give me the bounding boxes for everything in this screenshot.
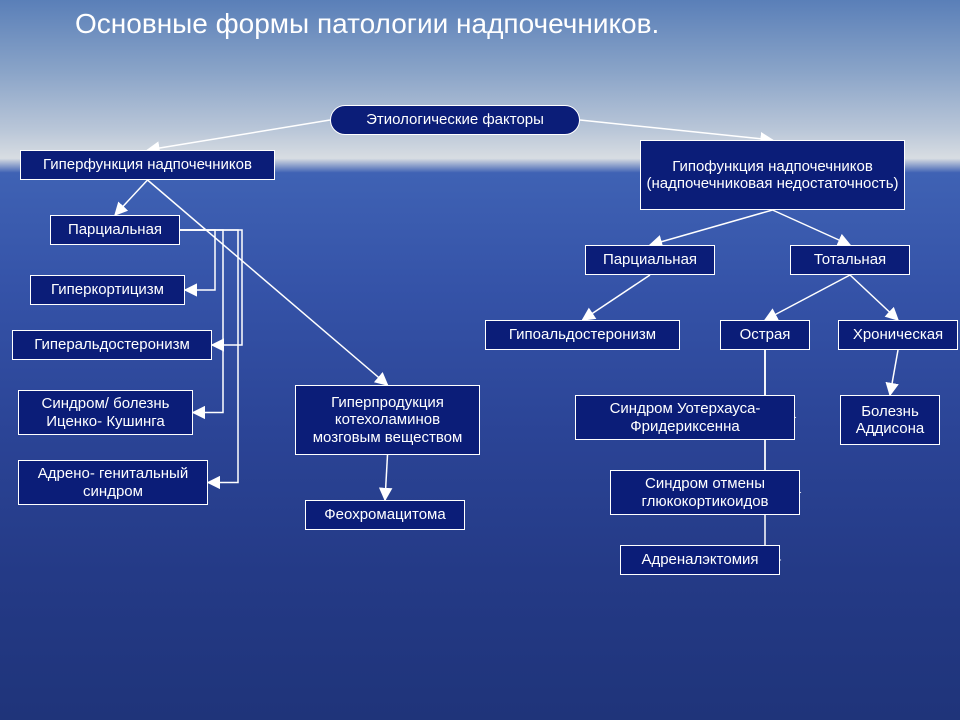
node-addison: Болезнь Аддисона <box>840 395 940 445</box>
edge-hyper-parc_l <box>115 180 148 215</box>
edge-parc_r-hypoaldo <box>583 275 651 320</box>
edge-root-hypo <box>580 120 773 140</box>
node-haldo: Гиперальдостеронизм <box>12 330 212 360</box>
edge-acute-adx <box>765 350 780 560</box>
edge-parc_l-cushing <box>180 230 223 413</box>
node-chronic: Хроническая <box>838 320 958 350</box>
node-adreno: Адрено- генитальный синдром <box>18 460 208 505</box>
node-parc_r: Парциальная <box>585 245 715 275</box>
edge-parc_l-haldo <box>180 230 242 345</box>
edge-catech-pheo <box>385 455 388 500</box>
edge-hypo-parc_r <box>650 210 773 245</box>
node-hypo: Гипофункция надпочечников (надпочечников… <box>640 140 905 210</box>
edge-total-acute <box>765 275 850 320</box>
node-adx: Адреналэктомия <box>620 545 780 575</box>
edge-chronic-addison <box>890 350 898 395</box>
page-title: Основные формы патологии надпочечников. <box>75 8 659 40</box>
node-pheo: Феохромацитома <box>305 500 465 530</box>
node-withdraw: Синдром отмены глюкокортикоидов <box>610 470 800 515</box>
node-total: Тотальная <box>790 245 910 275</box>
node-acute: Острая <box>720 320 810 350</box>
node-water: Синдром Уотерхауса- Фридериксенна <box>575 395 795 440</box>
node-catech: Гиперпродукция котехоламинов мозговым ве… <box>295 385 480 455</box>
edge-hypo-total <box>773 210 851 245</box>
edge-total-chronic <box>850 275 898 320</box>
diagram-stage: Основные формы патологии надпочечников. … <box>0 0 960 720</box>
node-cushing: Синдром/ болезнь Иценко- Кушинга <box>18 390 193 435</box>
edge-root-hyper <box>148 120 331 150</box>
node-parc_l: Парциальная <box>50 215 180 245</box>
node-hypoaldo: Гипоальдостеронизм <box>485 320 680 350</box>
node-hyper: Гиперфункция надпочечников <box>20 150 275 180</box>
node-root: Этиологические факторы <box>330 105 580 135</box>
edge-parc_l-hcort <box>180 230 215 290</box>
node-hcort: Гиперкортицизм <box>30 275 185 305</box>
